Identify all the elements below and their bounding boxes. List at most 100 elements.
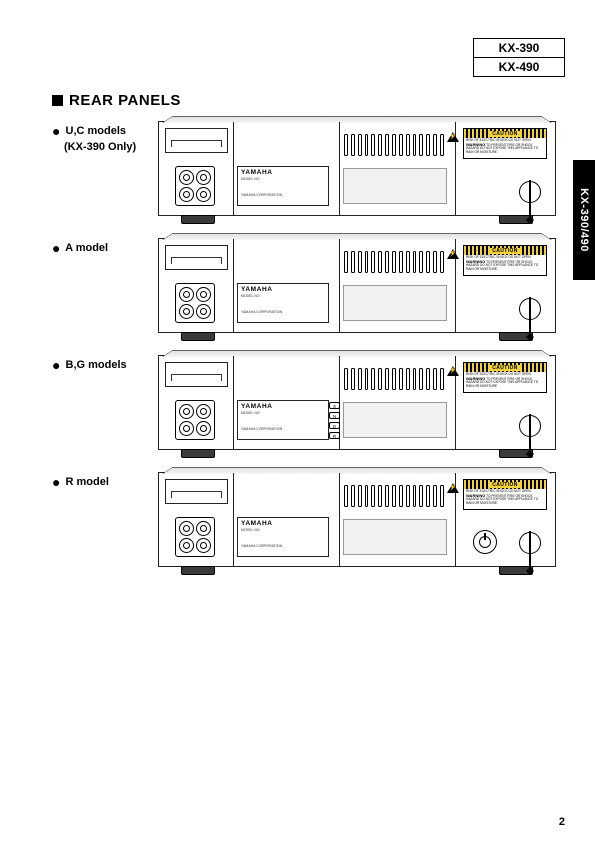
line-io-label xyxy=(165,128,228,153)
vent-slot-icon xyxy=(371,368,375,390)
vent-slot-icon xyxy=(385,485,389,507)
side-index-tab: KX-390/490 xyxy=(573,160,595,280)
rca-jack-icon xyxy=(196,287,211,302)
vent-slot-icon xyxy=(399,368,403,390)
vent-slot-icon xyxy=(419,251,423,273)
caution-body: RISK OF ELECTRIC SHOCK DO NOT OPENWARNIN… xyxy=(464,489,546,509)
vent-slot-icon xyxy=(358,368,362,390)
bullet-dot-icon: ● xyxy=(52,123,60,139)
vent-slot-icon xyxy=(378,251,382,273)
brand-corp: YAMAHA CORPORATION xyxy=(241,544,325,548)
spec-plate xyxy=(343,402,447,438)
panel-divider xyxy=(339,239,340,332)
vent-slot-icon xyxy=(406,368,410,390)
vent-slot-icon xyxy=(413,485,417,507)
rca-jack-cluster xyxy=(175,400,215,440)
header-kx490: KX-490 xyxy=(474,58,564,76)
power-cord-icon xyxy=(519,181,541,203)
model-block: ● A modelYAMAHAMODEL NOYAMAHA CORPORATIO… xyxy=(52,238,565,333)
line-io-label xyxy=(165,245,228,270)
panel-wrap: YAMAHAMODEL NOYAMAHA CORPORATION CAUTIONR… xyxy=(158,472,565,567)
rca-jack-icon xyxy=(196,421,211,436)
ventilation-slots xyxy=(344,251,444,273)
vent-slot-icon xyxy=(406,485,410,507)
vent-slot-icon xyxy=(406,251,410,273)
caution-warning: WARNING TO PREVENT FIRE OR SHOCK HAZARD … xyxy=(466,260,544,272)
model-sublabel: (KX-390 Only) xyxy=(64,141,136,153)
vent-slot-icon xyxy=(371,251,375,273)
bullet-dot-icon: ● xyxy=(52,240,60,256)
bullet-dot-icon: ● xyxy=(52,474,60,490)
vent-slot-icon xyxy=(385,368,389,390)
cord-grommet-icon xyxy=(519,415,541,437)
vent-slot-icon xyxy=(365,134,369,156)
caution-warning: WARNING TO PREVENT FIRE OR SHOCK HAZARD … xyxy=(466,377,544,389)
caution-body: RISK OF ELECTRIC SHOCK DO NOT OPENWARNIN… xyxy=(464,372,546,392)
ventilation-slots xyxy=(344,134,444,156)
vent-slot-icon xyxy=(351,134,355,156)
vent-slot-icon xyxy=(413,251,417,273)
approval-stamp: N xyxy=(329,412,340,419)
rca-jack-icon xyxy=(179,187,194,202)
panel-divider xyxy=(233,122,234,215)
rear-panel: YAMAHAMODEL NOYAMAHA CORPORATIONSNDRCAUT… xyxy=(158,355,556,450)
square-bullet-icon xyxy=(52,95,63,106)
vent-slot-icon xyxy=(440,134,444,156)
model-block: ● R modelYAMAHAMODEL NOYAMAHA CORPORATIO… xyxy=(52,472,565,567)
rca-jack-icon xyxy=(179,404,194,419)
brand-model: MODEL NO xyxy=(241,294,325,298)
models-container: ● U,C models(KX-390 Only)YAMAHAMODEL NOY… xyxy=(52,121,565,567)
ventilation-slots xyxy=(344,368,444,390)
panel-divider xyxy=(233,239,234,332)
rca-jack-icon xyxy=(196,538,211,553)
model-label: ● U,C models (KX-390 Only) xyxy=(52,121,158,154)
spec-plate xyxy=(343,285,447,321)
rca-jack-icon xyxy=(179,287,194,302)
vent-slot-icon xyxy=(426,134,430,156)
ventilation-slots xyxy=(344,485,444,507)
vent-slot-icon xyxy=(419,485,423,507)
caution-warning: WARNING TO PREVENT FIRE OR SHOCK HAZARD … xyxy=(466,143,544,155)
vent-slot-icon xyxy=(378,368,382,390)
cord-grommet-icon xyxy=(519,298,541,320)
brand-corp: YAMAHA CORPORATION xyxy=(241,193,325,197)
vent-slot-icon xyxy=(413,368,417,390)
rca-jack-icon xyxy=(196,170,211,185)
vent-slot-icon xyxy=(365,251,369,273)
brand-model: MODEL NO xyxy=(241,177,325,181)
caution-body: RISK OF ELECTRIC SHOCK DO NOT OPENWARNIN… xyxy=(464,255,546,275)
panel-divider xyxy=(339,122,340,215)
vent-slot-icon xyxy=(399,251,403,273)
vent-slot-icon xyxy=(440,485,444,507)
yamaha-nameplate: YAMAHAMODEL NOYAMAHA CORPORATION xyxy=(237,517,329,557)
yamaha-nameplate: YAMAHAMODEL NO YAMAHA CORPORATION xyxy=(237,166,329,206)
vent-slot-icon xyxy=(358,251,362,273)
caution-header: CAUTION xyxy=(488,482,522,488)
caution-label: CAUTIONRISK OF ELECTRIC SHOCK DO NOT OPE… xyxy=(463,245,547,276)
panel-foot xyxy=(181,332,215,341)
brand-text: YAMAHA xyxy=(241,520,325,528)
caution-label: CAUTIONRISK OF ELECTRIC SHOCK DO NOT OPE… xyxy=(463,362,547,393)
vent-slot-icon xyxy=(419,134,423,156)
vent-slot-icon xyxy=(392,485,396,507)
rca-jack-icon xyxy=(196,304,211,319)
vent-slot-icon xyxy=(419,368,423,390)
caution-header: CAUTION xyxy=(488,248,522,254)
caution-label: CAUTIONRISK OF ELECTRIC SHOCK DO NOT OPE… xyxy=(463,128,547,159)
brand-text: YAMAHA xyxy=(241,169,325,177)
caution-body: RISK OF ELECTRIC SHOCK DO NOT OPENWARNIN… xyxy=(464,138,546,158)
brand-text: YAMAHA xyxy=(241,403,325,411)
brand-model: MODEL NO xyxy=(241,411,325,415)
panel-divider xyxy=(233,356,234,449)
vent-slot-icon xyxy=(399,485,403,507)
rca-jack-icon xyxy=(179,421,194,436)
shock-hazard-icon xyxy=(447,366,459,376)
vent-slot-icon xyxy=(351,368,355,390)
vent-slot-icon xyxy=(351,485,355,507)
model-label-text: U,C models xyxy=(66,125,127,137)
vent-slot-icon xyxy=(426,368,430,390)
rca-jack-icon xyxy=(179,170,194,185)
yamaha-nameplate: YAMAHAMODEL NOYAMAHA CORPORATION xyxy=(237,400,329,440)
section-title: REAR PANELS xyxy=(52,92,565,109)
vent-slot-icon xyxy=(433,485,437,507)
